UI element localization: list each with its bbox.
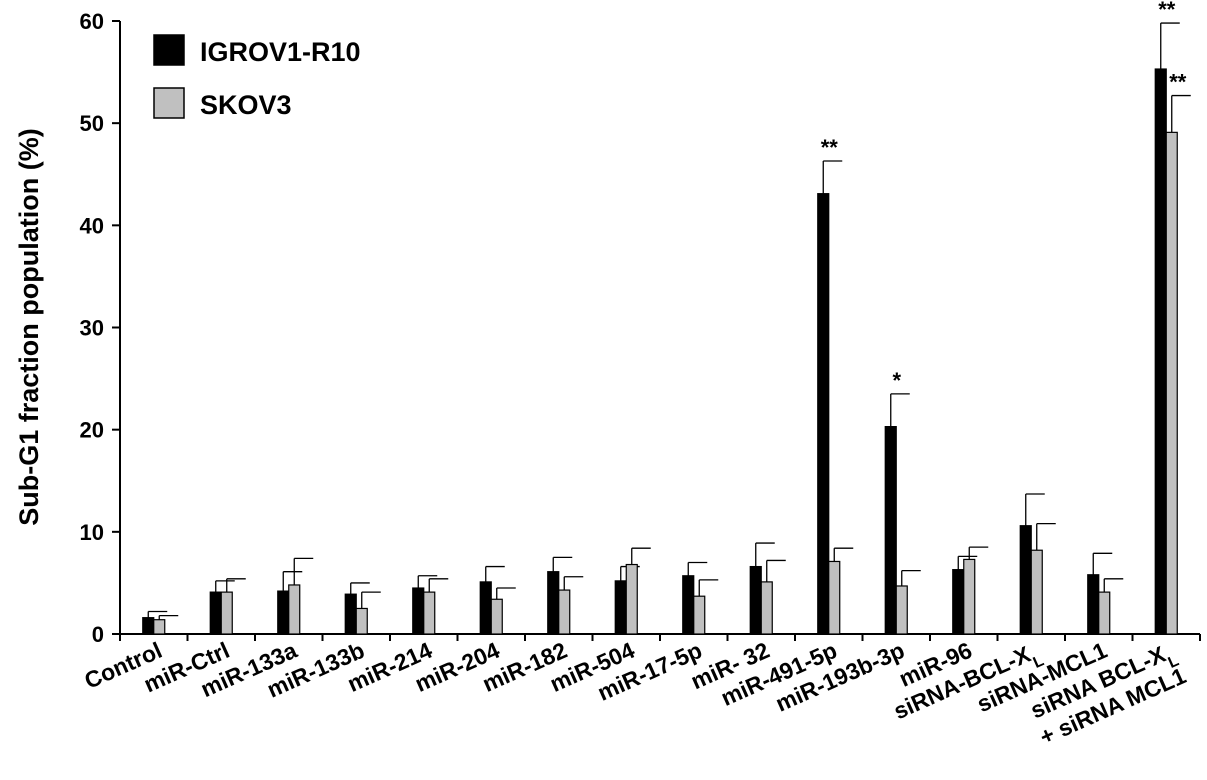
bar-skov3-15 bbox=[1165, 131, 1178, 635]
category-labels: ControlmiR-CtrlmiR-133amiR-133bmiR-214mi… bbox=[81, 637, 1190, 750]
bar-igrov1-r10-6 bbox=[547, 571, 560, 635]
bar-skov3-0 bbox=[153, 619, 166, 635]
y-tick-label: 30 bbox=[80, 316, 104, 341]
bar-igrov1-r10-1 bbox=[209, 591, 222, 635]
legend: IGROV1-R10 SKOV3 bbox=[153, 34, 361, 120]
y-tick-label: 10 bbox=[80, 520, 104, 545]
legend-swatch-igrov1-r10 bbox=[153, 34, 185, 66]
y-tick-label: 0 bbox=[92, 622, 104, 647]
bar-skov3-10 bbox=[828, 560, 841, 635]
significance-marker: ** bbox=[821, 135, 839, 160]
bar-skov3-2 bbox=[288, 584, 301, 635]
bar-skov3-5 bbox=[490, 598, 503, 635]
bar-skov3-11 bbox=[895, 585, 908, 635]
bar-skov3-12 bbox=[963, 558, 976, 635]
bar-skov3-14 bbox=[1098, 591, 1111, 635]
bar-skov3-7 bbox=[625, 563, 638, 635]
bar-igrov1-r10-13 bbox=[1019, 525, 1032, 635]
bar-skov3-9 bbox=[760, 581, 773, 635]
bar-igrov1-r10-5 bbox=[479, 581, 492, 635]
y-tick-label: 60 bbox=[80, 9, 104, 34]
bar-igrov1-r10-15 bbox=[1154, 68, 1167, 635]
significance-marker: * bbox=[892, 368, 901, 393]
significance-marker: ** bbox=[1169, 70, 1187, 95]
bar-igrov1-r10-12 bbox=[952, 569, 965, 635]
bar-igrov1-r10-7 bbox=[614, 580, 627, 635]
legend-swatch-skov3 bbox=[153, 87, 185, 119]
bar-igrov1-r10-9 bbox=[749, 565, 762, 635]
bar-skov3-4 bbox=[423, 591, 436, 635]
bar-igrov1-r10-14 bbox=[1087, 574, 1100, 635]
bar-igrov1-r10-10 bbox=[817, 193, 830, 635]
bar-skov3-1 bbox=[220, 591, 233, 635]
y-tick-label: 50 bbox=[80, 111, 104, 136]
bar-igrov1-r10-3 bbox=[344, 593, 357, 635]
bar-igrov1-r10-0 bbox=[142, 617, 155, 635]
legend-label-igrov1-r10: IGROV1-R10 bbox=[200, 37, 361, 67]
bar-skov3-6 bbox=[558, 589, 571, 635]
bars: ******* bbox=[142, 0, 1191, 635]
bar-igrov1-r10-8 bbox=[682, 575, 695, 635]
legend-label-skov3: SKOV3 bbox=[200, 90, 292, 120]
bar-skov3-13 bbox=[1030, 549, 1043, 635]
bar-igrov1-r10-2 bbox=[277, 590, 290, 635]
bar-igrov1-r10-11 bbox=[884, 426, 897, 635]
y-axis-label: Sub-G1 fraction population (%) bbox=[14, 128, 44, 525]
significance-marker: ** bbox=[1158, 0, 1176, 22]
bar-igrov1-r10-4 bbox=[412, 587, 425, 635]
y-tick-label: 40 bbox=[80, 213, 104, 238]
bar-skov3-3 bbox=[355, 607, 368, 635]
bar-skov3-8 bbox=[693, 595, 706, 635]
y-tick-label: 20 bbox=[80, 418, 104, 443]
